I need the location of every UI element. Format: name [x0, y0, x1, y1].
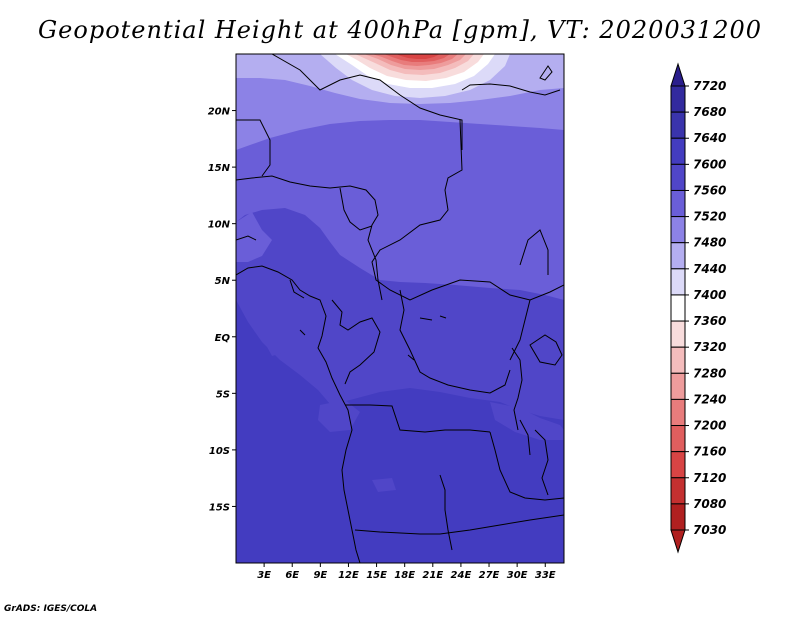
colorbar-label: 7640	[693, 131, 726, 145]
lat-tick-label: 15S	[209, 502, 230, 513]
colorbar-swatch	[670, 320, 686, 348]
lon-tick-label: 33E	[535, 570, 556, 581]
latitude-ticks: 20N 15N 10N 5N EQ 5S 10S 15S	[208, 107, 236, 513]
colorbar-swatch	[670, 425, 686, 453]
colorbar-swatch	[670, 372, 686, 400]
colorbar-swatch	[670, 137, 686, 165]
lon-tick-label: 30E	[507, 570, 528, 581]
colorbar-swatch	[670, 398, 686, 427]
colorbar-swatch	[670, 451, 686, 479]
colorbar: 7720 7680 7640 7600 7560 7520 7480 7440 7400 7360…	[670, 62, 726, 554]
lon-tick-label: 6E	[285, 570, 299, 581]
height-contour-fill	[236, 54, 564, 492]
lon-tick-label: 27E	[479, 570, 500, 581]
lat-tick-label: 20N	[208, 107, 231, 118]
colorbar-swatch	[670, 346, 686, 374]
colorbar-label: 7320	[693, 340, 726, 354]
lon-tick-label: 15E	[366, 570, 387, 581]
colorbar-label: 7440	[693, 262, 726, 276]
longitude-ticks: 3E 6E 9E 12E 15E 18E 21E 24E 27E 30E 33E	[257, 563, 556, 581]
colorbar-label: 7400	[693, 288, 726, 302]
lat-tick-label: 10S	[209, 446, 230, 457]
lat-tick-label: 5S	[216, 389, 230, 400]
map-frame	[235, 53, 565, 564]
colorbar-label: 7160	[693, 445, 726, 459]
colorbar-top-arrow	[670, 62, 686, 87]
map-title: Geopotential Height at 400hPa [gpm], VT:…	[38, 16, 762, 44]
colorbar-swatch	[670, 503, 686, 531]
colorbar-swatch	[670, 163, 686, 191]
colorbar-label: 7480	[693, 236, 726, 250]
lon-tick-label: 12E	[338, 570, 359, 581]
colorbar-label: 7240	[693, 392, 726, 406]
lon-tick-label: 18E	[394, 570, 415, 581]
colorbar-swatch	[670, 189, 686, 218]
lon-tick-label: 3E	[257, 570, 271, 581]
colorbar-label: 7720	[693, 79, 726, 93]
colorbar-swatch	[670, 477, 686, 505]
colorbar-swatch	[670, 268, 686, 296]
colorbar-label: 7520	[693, 210, 726, 224]
colorbar-bottom-arrow	[670, 529, 686, 554]
lon-tick-label: 24E	[451, 570, 472, 581]
colorbar-label: 7560	[693, 183, 726, 197]
colorbar-label: 7600	[693, 157, 726, 171]
colorbar-label: 7680	[693, 105, 726, 119]
map-panel: 3E 6E 9E 12E 15E 18E 21E 24E 27E 30E 33E 20N 15N 10N…	[208, 53, 565, 581]
colorbar-swatch	[670, 85, 686, 113]
lon-tick-label: 21E	[422, 570, 443, 581]
colorbar-label: 7200	[693, 419, 726, 433]
country-borders	[236, 54, 564, 563]
lon-tick-label: 9E	[313, 570, 327, 581]
grads-credit: GrADS: IGES/COLA	[4, 604, 98, 614]
colorbar-label: 7280	[693, 366, 726, 380]
colorbar-swatch	[670, 111, 686, 139]
lat-tick-label: EQ	[215, 333, 231, 344]
colorbar-label: 7120	[693, 471, 726, 485]
colorbar-label: 7080	[693, 497, 726, 511]
lat-tick-label: 15N	[208, 163, 231, 174]
colorbar-swatch	[670, 294, 686, 322]
colorbar-label: 7030	[693, 523, 726, 537]
lat-tick-label: 5N	[215, 276, 231, 287]
colorbar-swatch	[670, 216, 686, 244]
lat-tick-label: 10N	[208, 220, 231, 231]
colorbar-label: 7360	[693, 314, 726, 328]
colorbar-swatch	[670, 242, 686, 270]
